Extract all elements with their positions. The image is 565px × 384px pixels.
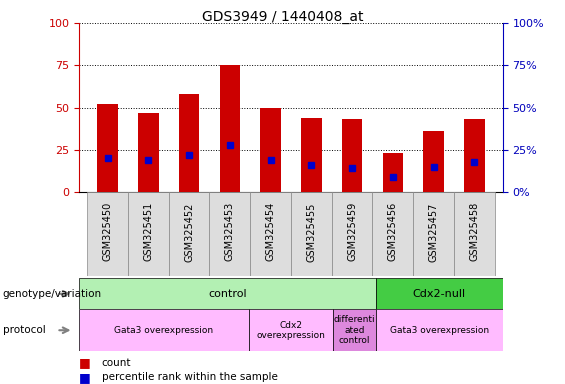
Bar xyxy=(372,192,413,276)
Bar xyxy=(87,192,128,276)
Text: GSM325450: GSM325450 xyxy=(103,202,112,262)
Text: Cdx2-null: Cdx2-null xyxy=(412,289,466,299)
Bar xyxy=(169,192,210,276)
Text: genotype/variation: genotype/variation xyxy=(3,289,102,299)
Bar xyxy=(291,192,332,276)
Text: GSM325458: GSM325458 xyxy=(470,202,479,262)
Text: GSM325456: GSM325456 xyxy=(388,202,398,262)
Bar xyxy=(138,113,159,192)
Text: GSM325453: GSM325453 xyxy=(225,202,235,262)
Bar xyxy=(333,309,376,351)
Bar xyxy=(376,309,503,351)
Text: GSM325459: GSM325459 xyxy=(347,202,357,262)
Bar xyxy=(210,192,250,276)
Text: percentile rank within the sample: percentile rank within the sample xyxy=(102,372,277,382)
Bar xyxy=(413,192,454,276)
Bar xyxy=(376,278,503,309)
Bar xyxy=(79,309,249,351)
Text: control: control xyxy=(208,289,247,299)
Bar xyxy=(128,192,169,276)
Text: differenti
ated
control: differenti ated control xyxy=(334,315,375,345)
Text: ■: ■ xyxy=(79,356,91,369)
Bar xyxy=(342,119,362,192)
Bar xyxy=(249,309,333,351)
Bar xyxy=(423,131,444,192)
Bar xyxy=(220,65,240,192)
Text: Cdx2
overexpression: Cdx2 overexpression xyxy=(257,321,325,340)
Bar xyxy=(332,192,372,276)
Text: count: count xyxy=(102,358,131,368)
Text: GSM325455: GSM325455 xyxy=(306,202,316,262)
Bar xyxy=(260,108,281,192)
Bar xyxy=(250,192,291,276)
Bar xyxy=(301,118,321,192)
Bar xyxy=(454,192,495,276)
Text: ■: ■ xyxy=(79,371,91,384)
Bar xyxy=(97,104,118,192)
Text: GSM325451: GSM325451 xyxy=(144,202,153,262)
Text: Gata3 overexpression: Gata3 overexpression xyxy=(114,326,214,335)
Bar xyxy=(383,153,403,192)
Bar xyxy=(464,119,485,192)
Text: GDS3949 / 1440408_at: GDS3949 / 1440408_at xyxy=(202,10,363,23)
Text: GSM325457: GSM325457 xyxy=(429,202,438,262)
Text: Gata3 overexpression: Gata3 overexpression xyxy=(390,326,489,335)
Bar xyxy=(179,94,199,192)
Text: GSM325454: GSM325454 xyxy=(266,202,276,262)
Text: protocol: protocol xyxy=(3,325,46,335)
Bar xyxy=(79,278,376,309)
Text: GSM325452: GSM325452 xyxy=(184,202,194,262)
